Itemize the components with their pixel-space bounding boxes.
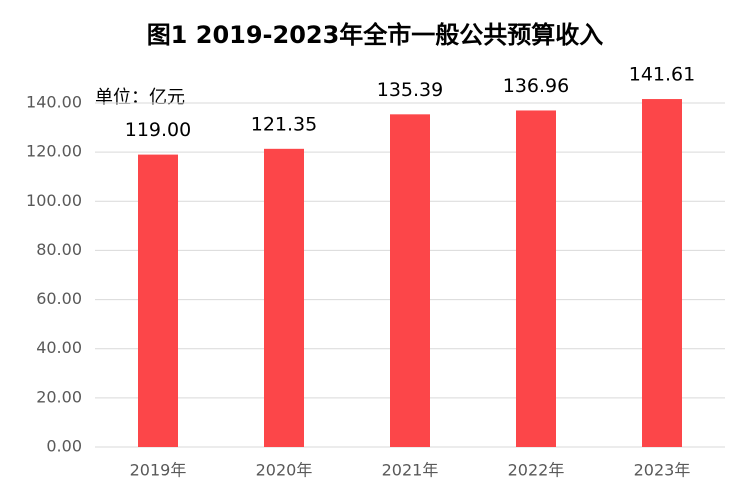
x-tick-label: 2020年 <box>256 461 313 480</box>
y-tick-label: 40.00 <box>36 338 82 357</box>
value-label: 141.61 <box>629 64 695 86</box>
chart-title: 图1 2019-2023年全市一般公共预算收入 <box>147 21 604 49</box>
x-tick-label: 2023年 <box>634 461 691 480</box>
x-tick-label: 2022年 <box>508 461 565 480</box>
bar <box>138 154 178 447</box>
value-label: 119.00 <box>125 119 191 141</box>
y-tick-label: 20.00 <box>36 387 82 406</box>
y-tick-label: 80.00 <box>36 240 82 259</box>
y-tick-label: 0.00 <box>46 437 82 456</box>
bar <box>390 114 430 448</box>
bar <box>264 148 304 447</box>
x-tick-label: 2019年 <box>130 461 187 480</box>
bar <box>642 99 682 447</box>
value-label: 136.96 <box>503 75 569 97</box>
x-tick-label: 2021年 <box>382 461 439 480</box>
value-label: 121.35 <box>251 113 317 135</box>
y-tick-label: 120.00 <box>26 142 82 161</box>
y-tick-label: 100.00 <box>26 191 82 210</box>
value-label: 135.39 <box>377 79 443 101</box>
y-tick-label: 140.00 <box>26 93 82 112</box>
bar <box>516 110 556 447</box>
unit-label: 单位：亿元 <box>95 87 185 108</box>
y-tick-label: 60.00 <box>36 289 82 308</box>
